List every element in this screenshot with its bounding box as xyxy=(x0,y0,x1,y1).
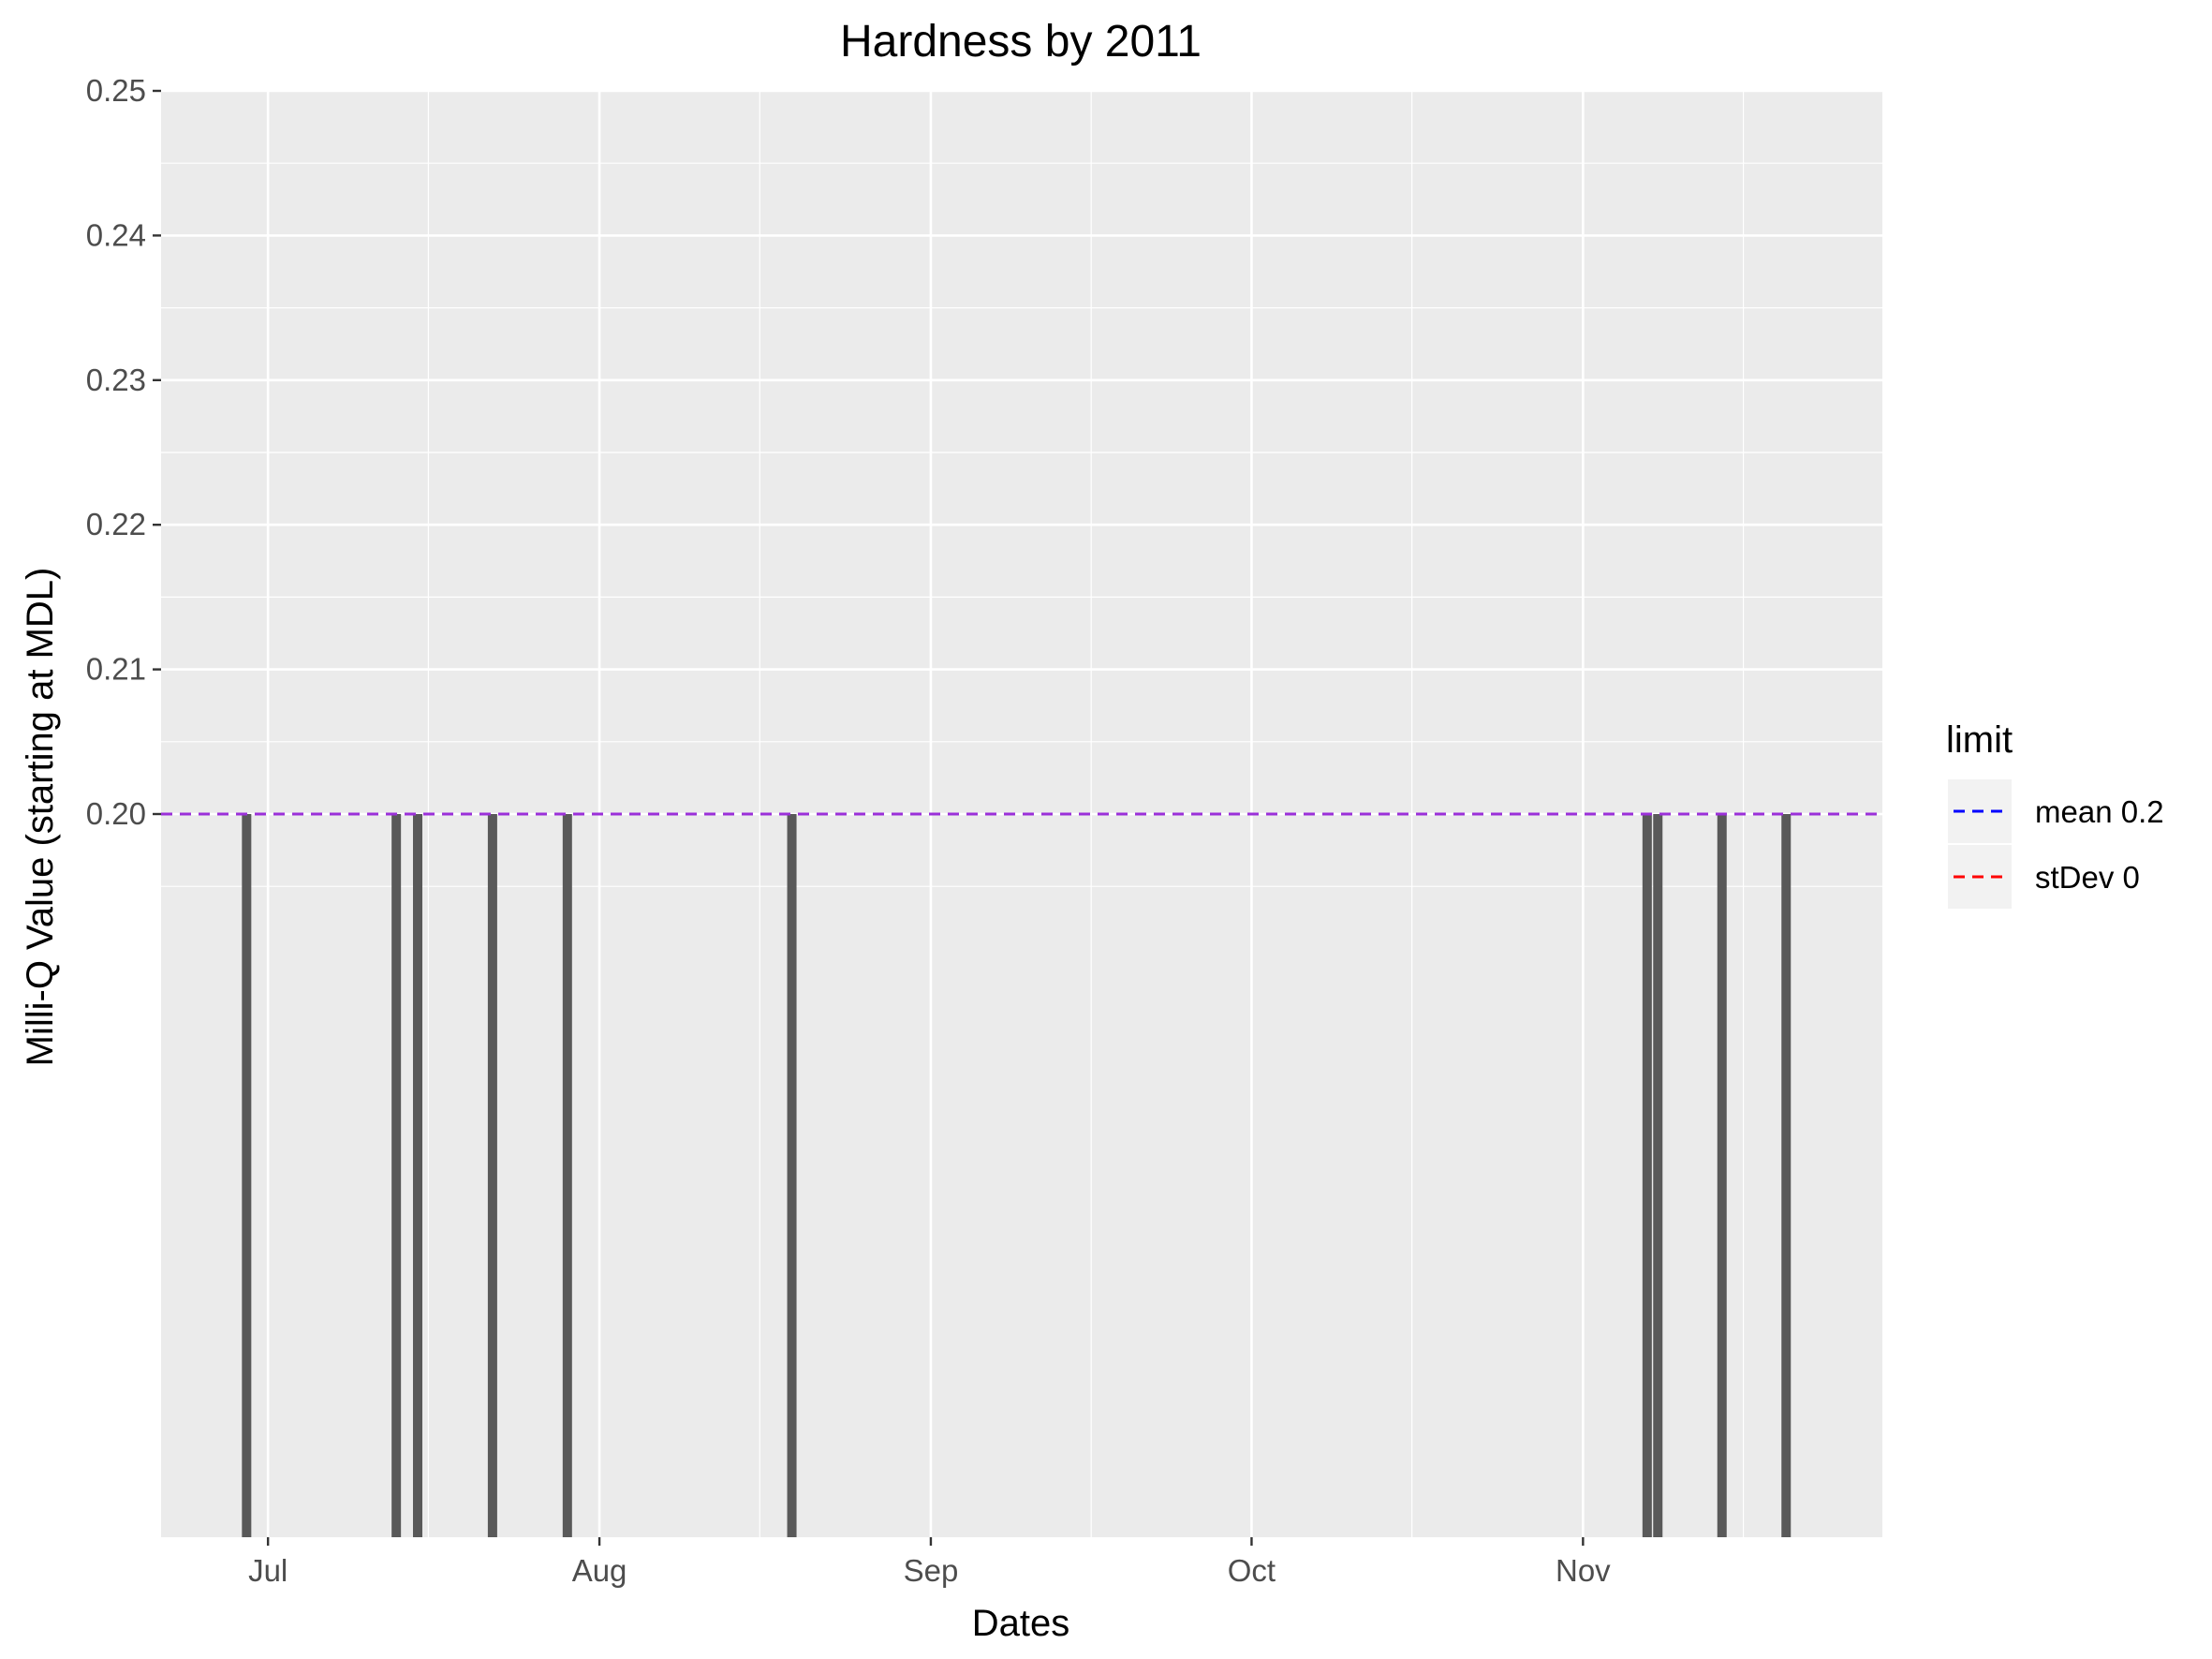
x-tick-label: Aug xyxy=(572,1553,627,1588)
x-tick-label: Jul xyxy=(248,1553,288,1588)
y-tick-label: 0.22 xyxy=(86,507,146,541)
bar xyxy=(391,814,402,1537)
legend-label: mean 0.2 xyxy=(2035,794,2164,829)
legend: limit mean 0.2 stDev 0 xyxy=(1946,719,2164,909)
x-axis-title: Dates xyxy=(972,1603,1070,1644)
bar xyxy=(242,814,252,1537)
chart-title: Hardness by 2011 xyxy=(840,17,1202,67)
y-tick-label: 0.24 xyxy=(86,217,146,252)
y-axis-title: Milli-Q Value (starting at MDL) xyxy=(20,568,61,1067)
bar xyxy=(487,814,497,1537)
legend-title: limit xyxy=(1946,719,2013,761)
bar xyxy=(1642,814,1652,1537)
legend-label: stDev 0 xyxy=(2035,860,2140,895)
x-tick-label: Oct xyxy=(1228,1553,1276,1588)
bar xyxy=(1781,814,1792,1537)
y-axis: 0.20 0.21 0.22 0.23 0.24 0.25 xyxy=(86,73,161,831)
bar xyxy=(412,814,422,1537)
y-tick-label: 0.23 xyxy=(86,363,146,397)
bar xyxy=(1717,814,1727,1537)
bar xyxy=(1653,814,1663,1537)
y-tick-label: 0.21 xyxy=(86,652,146,687)
bars xyxy=(242,814,1792,1537)
x-axis: Jul Aug Sep Oct Nov xyxy=(248,1537,1611,1588)
bar xyxy=(787,814,797,1537)
y-tick-label: 0.20 xyxy=(86,796,146,831)
bar xyxy=(562,814,572,1537)
x-tick-label: Nov xyxy=(1556,1553,1611,1588)
y-tick-label: 0.25 xyxy=(86,73,146,108)
legend-items: mean 0.2 stDev 0 xyxy=(1948,779,2164,909)
x-tick-label: Sep xyxy=(904,1553,959,1588)
